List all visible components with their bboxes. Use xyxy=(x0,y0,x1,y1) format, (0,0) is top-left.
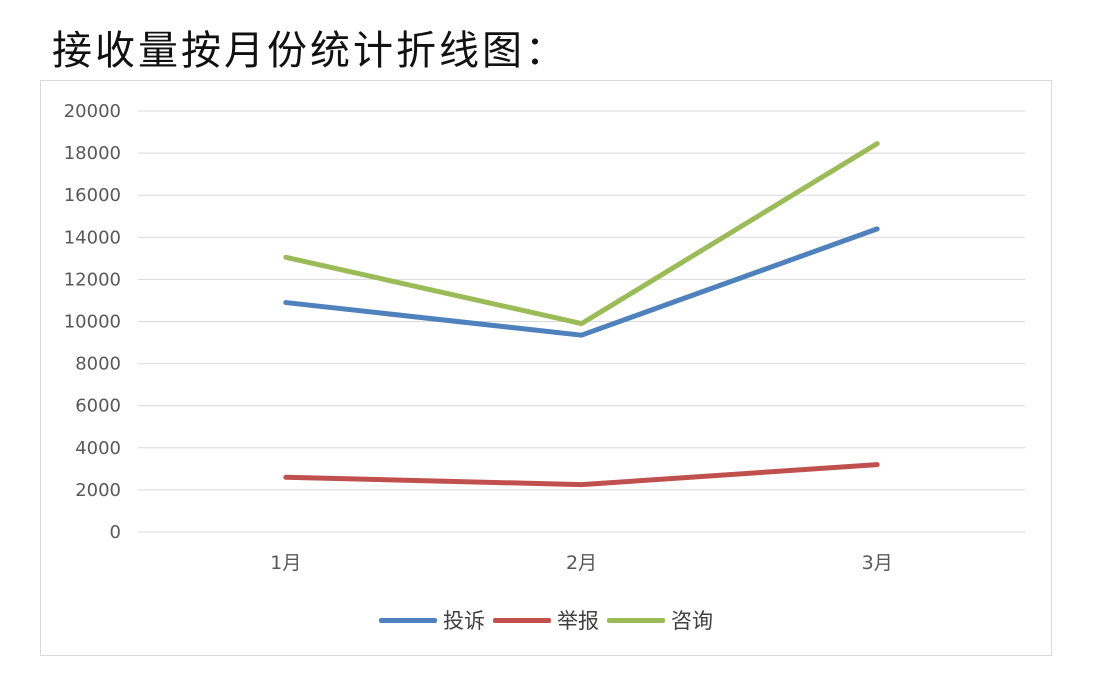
y-tick-label: 14000 xyxy=(64,227,121,248)
x-tick-label: 2月 xyxy=(566,552,597,574)
chart-legend: 投诉 举报 咨询 xyxy=(41,605,1053,635)
series-line-1 xyxy=(283,462,880,488)
legend-label: 举报 xyxy=(557,609,599,633)
legend-swatch xyxy=(379,617,437,623)
series-line-2 xyxy=(283,141,880,327)
series-line-0 xyxy=(283,226,880,338)
line-chart: 0 2000 4000 6000 8000 10000 12000 14000 16000 180… xyxy=(64,101,1025,574)
y-tick-label: 2000 xyxy=(75,480,121,501)
y-tick-label: 0 xyxy=(110,522,121,543)
y-tick-label: 10000 xyxy=(64,312,121,333)
page-heading: 接收量按月份统计折线图： xyxy=(52,28,568,74)
y-tick-label: 18000 xyxy=(64,143,121,164)
legend-swatch xyxy=(607,617,665,623)
y-tick-label: 20000 xyxy=(64,101,121,122)
legend-label: 投诉 xyxy=(443,609,485,633)
legend-label: 咨询 xyxy=(671,609,713,633)
legend-item: 咨询 xyxy=(607,605,713,635)
y-tick-label: 16000 xyxy=(64,185,121,206)
y-tick-label: 12000 xyxy=(64,269,121,290)
chart-frame: 0 2000 4000 6000 8000 10000 12000 14000 16000 180… xyxy=(40,80,1052,656)
x-tick-label: 3月 xyxy=(862,552,893,574)
legend-swatch xyxy=(493,617,551,623)
y-tick-label: 8000 xyxy=(75,354,121,375)
y-tick-label: 6000 xyxy=(75,396,121,417)
y-tick-label: 4000 xyxy=(75,438,121,459)
x-tick-label: 1月 xyxy=(270,552,301,574)
legend-item: 举报 xyxy=(493,605,599,635)
legend-item: 投诉 xyxy=(379,605,485,635)
